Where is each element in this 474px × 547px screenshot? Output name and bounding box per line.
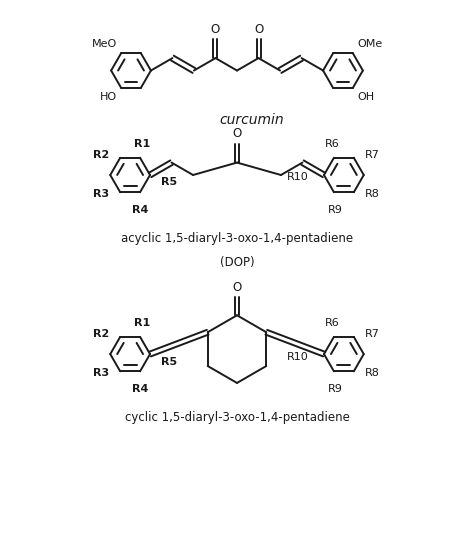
Text: R5: R5 — [162, 177, 178, 188]
Text: R2: R2 — [92, 150, 109, 160]
Text: O: O — [232, 281, 242, 294]
Text: HO: HO — [100, 92, 117, 102]
Text: curcumin: curcumin — [219, 113, 284, 127]
Text: R1: R1 — [134, 139, 150, 149]
Text: R3: R3 — [92, 368, 109, 379]
Text: R6: R6 — [325, 139, 339, 149]
Text: MeO: MeO — [92, 39, 117, 49]
Text: cyclic 1,5-diaryl-3-oxo-1,4-pentadiene: cyclic 1,5-diaryl-3-oxo-1,4-pentadiene — [125, 411, 349, 424]
Text: R6: R6 — [325, 318, 339, 328]
Text: acyclic 1,5-diaryl-3-oxo-1,4-pentadiene: acyclic 1,5-diaryl-3-oxo-1,4-pentadiene — [121, 232, 353, 245]
Text: OMe: OMe — [357, 39, 382, 49]
Text: R8: R8 — [365, 368, 380, 379]
Text: R4: R4 — [132, 205, 148, 215]
Text: R7: R7 — [365, 329, 380, 339]
Text: O: O — [254, 23, 263, 36]
Text: R1: R1 — [134, 318, 150, 328]
Text: R5: R5 — [162, 357, 178, 366]
Text: R3: R3 — [92, 189, 109, 199]
Text: R7: R7 — [365, 150, 380, 160]
Text: R8: R8 — [365, 189, 380, 199]
Text: R9: R9 — [328, 384, 342, 394]
Text: O: O — [232, 127, 242, 140]
Text: R9: R9 — [328, 205, 342, 215]
Text: R4: R4 — [132, 384, 148, 394]
Text: R10: R10 — [287, 172, 309, 183]
Text: O: O — [211, 23, 220, 36]
Text: (DOP): (DOP) — [219, 255, 255, 269]
Text: R10: R10 — [287, 352, 309, 362]
Text: OH: OH — [357, 92, 374, 102]
Text: R2: R2 — [92, 329, 109, 339]
